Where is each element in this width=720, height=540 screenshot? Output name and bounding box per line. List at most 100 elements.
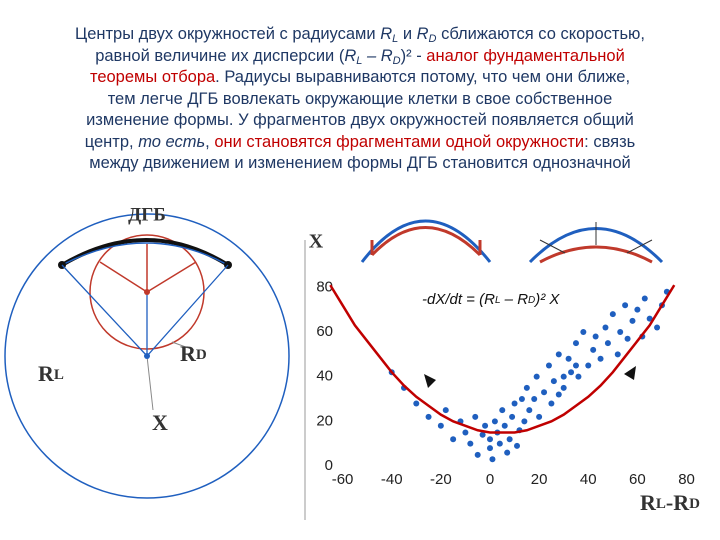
point xyxy=(555,391,562,398)
point xyxy=(548,400,555,407)
x-tick-label: 60 xyxy=(629,471,646,488)
annotation-part: )² X xyxy=(533,291,560,308)
text-segment: тем легче ДГБ вовлекать окружающие клетк… xyxy=(107,89,613,108)
point xyxy=(572,340,579,347)
point xyxy=(482,422,489,429)
text-segment: они становятся фрагментами одной окружно… xyxy=(214,132,585,151)
x-label: X xyxy=(152,410,168,435)
point xyxy=(609,311,616,318)
point xyxy=(541,389,548,396)
text-segment: аналог фундаментальной xyxy=(426,46,625,65)
point xyxy=(614,351,621,358)
point xyxy=(560,373,567,380)
text-segment: R xyxy=(416,25,429,43)
point xyxy=(580,329,587,335)
dgb-arc xyxy=(60,238,230,267)
x-tick-label: -20 xyxy=(430,471,452,488)
text-segment: то есть xyxy=(138,132,206,151)
text-line: Центры двух окружностей с радиусами RL и… xyxy=(0,24,720,46)
point xyxy=(467,440,474,447)
x-tick-label: 0 xyxy=(486,471,494,488)
point xyxy=(646,315,653,322)
x-axis-label: RL-RD xyxy=(640,490,700,515)
point xyxy=(597,355,604,362)
text-segment: и xyxy=(398,25,417,43)
text-line: центр, то есть, они становятся фрагмента… xyxy=(0,132,720,154)
point xyxy=(442,407,449,414)
text-segment: D xyxy=(392,54,401,67)
point xyxy=(533,373,540,380)
point xyxy=(504,449,511,456)
red-lines xyxy=(99,244,197,293)
arrow xyxy=(624,366,636,380)
point xyxy=(568,369,575,376)
point xyxy=(501,422,508,429)
point xyxy=(560,384,567,391)
annotation: -dX/dt = (RL – RD)² X xyxy=(422,291,560,308)
point xyxy=(585,362,592,369)
annotation-part: – R xyxy=(501,291,529,308)
point xyxy=(511,400,518,407)
text-segment: R xyxy=(380,46,393,65)
point xyxy=(624,335,631,342)
text-segment: центр, xyxy=(84,132,139,151)
annotation-part: -dX/dt = (R xyxy=(422,291,495,308)
y-tick-label: 0 xyxy=(325,457,333,474)
point xyxy=(506,436,513,443)
point xyxy=(531,396,538,402)
x-tick-label: -40 xyxy=(381,471,403,488)
annotation-part: L xyxy=(495,295,501,306)
x-tick-label: 40 xyxy=(580,471,597,488)
center xyxy=(144,289,150,295)
rd-label: RD xyxy=(180,341,207,366)
point xyxy=(491,418,498,425)
rl-sub: L xyxy=(54,367,64,383)
text-segment: между движением и изменением формы ДГБ с… xyxy=(89,154,631,172)
dgb-arc-inner xyxy=(63,242,227,265)
text-segment: )² - xyxy=(400,46,427,65)
point xyxy=(486,445,493,452)
point xyxy=(486,436,493,443)
point xyxy=(499,407,506,414)
point xyxy=(437,422,444,429)
point xyxy=(555,351,562,358)
point xyxy=(425,413,432,420)
x-tick-label: 20 xyxy=(531,471,548,488)
arc-icons xyxy=(360,219,664,264)
y-tick-label: 60 xyxy=(316,323,333,340)
text-line: теоремы отбора. Радиусы выравниваются по… xyxy=(0,67,720,89)
text-segment: L xyxy=(356,54,363,67)
point xyxy=(654,324,661,331)
y-tick-label: 20 xyxy=(316,412,333,429)
point xyxy=(641,295,648,302)
y-tick-label: 80 xyxy=(316,278,333,295)
rd-main: R xyxy=(180,341,197,366)
rl-main: R xyxy=(38,361,55,386)
point xyxy=(592,333,599,340)
point xyxy=(450,436,457,443)
y-tick-label: 40 xyxy=(316,368,333,385)
text-segment: изменение формы. У фрагментов двух окруж… xyxy=(86,111,634,129)
text-segment: равной величине их дисперсии ( xyxy=(95,46,345,65)
x-tick-label: -60 xyxy=(332,471,354,488)
y-axis-label: X xyxy=(309,231,324,253)
text-line: равной величине их дисперсии (RL – RD)² … xyxy=(0,46,720,68)
x-tick-label: 80 xyxy=(678,471,695,488)
point xyxy=(514,442,521,449)
text-segment: , xyxy=(205,132,215,151)
point xyxy=(602,324,609,331)
large-circle xyxy=(4,213,290,499)
point xyxy=(523,384,530,391)
arrow xyxy=(424,374,436,388)
point xyxy=(565,355,572,362)
point xyxy=(604,340,611,347)
text-segment: Центры двух окружностей с радиусами xyxy=(74,25,381,43)
point xyxy=(479,431,486,438)
text-segment: R xyxy=(344,46,357,65)
center xyxy=(144,353,150,359)
point xyxy=(550,378,557,385)
text-segment: D xyxy=(428,33,437,45)
point xyxy=(617,329,624,335)
